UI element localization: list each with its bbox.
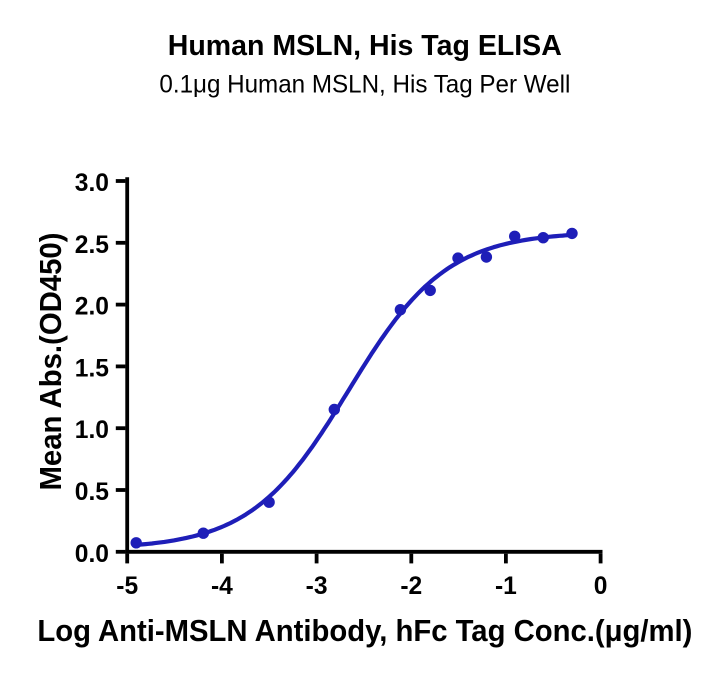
svg-text:2.0: 2.0	[75, 294, 109, 321]
svg-text:-4: -4	[211, 573, 233, 600]
svg-text:-3: -3	[306, 573, 328, 600]
svg-text:0.5: 0.5	[75, 479, 109, 506]
svg-text:Human MSLN, His Tag ELISA: Human MSLN, His Tag ELISA	[168, 30, 562, 62]
svg-text:-2: -2	[400, 573, 422, 600]
svg-text:2.5: 2.5	[75, 232, 109, 259]
svg-text:1.5: 1.5	[75, 355, 109, 382]
svg-text:3.0: 3.0	[75, 170, 109, 197]
svg-text:-1: -1	[495, 573, 517, 600]
svg-text:0: 0	[594, 573, 608, 600]
svg-text:Log Anti-MSLN Antibody, hFc Ta: Log Anti-MSLN Antibody, hFc Tag Conc.(μg…	[37, 613, 692, 648]
svg-text:0.0: 0.0	[75, 541, 109, 568]
svg-text:Mean Abs.(OD450): Mean Abs.(OD450)	[34, 233, 68, 491]
svg-text:1.0: 1.0	[75, 417, 109, 444]
svg-text:-5: -5	[116, 573, 138, 600]
svg-text:0.1μg Human MSLN, His Tag Per: 0.1μg Human MSLN, His Tag Per Well	[159, 71, 570, 99]
